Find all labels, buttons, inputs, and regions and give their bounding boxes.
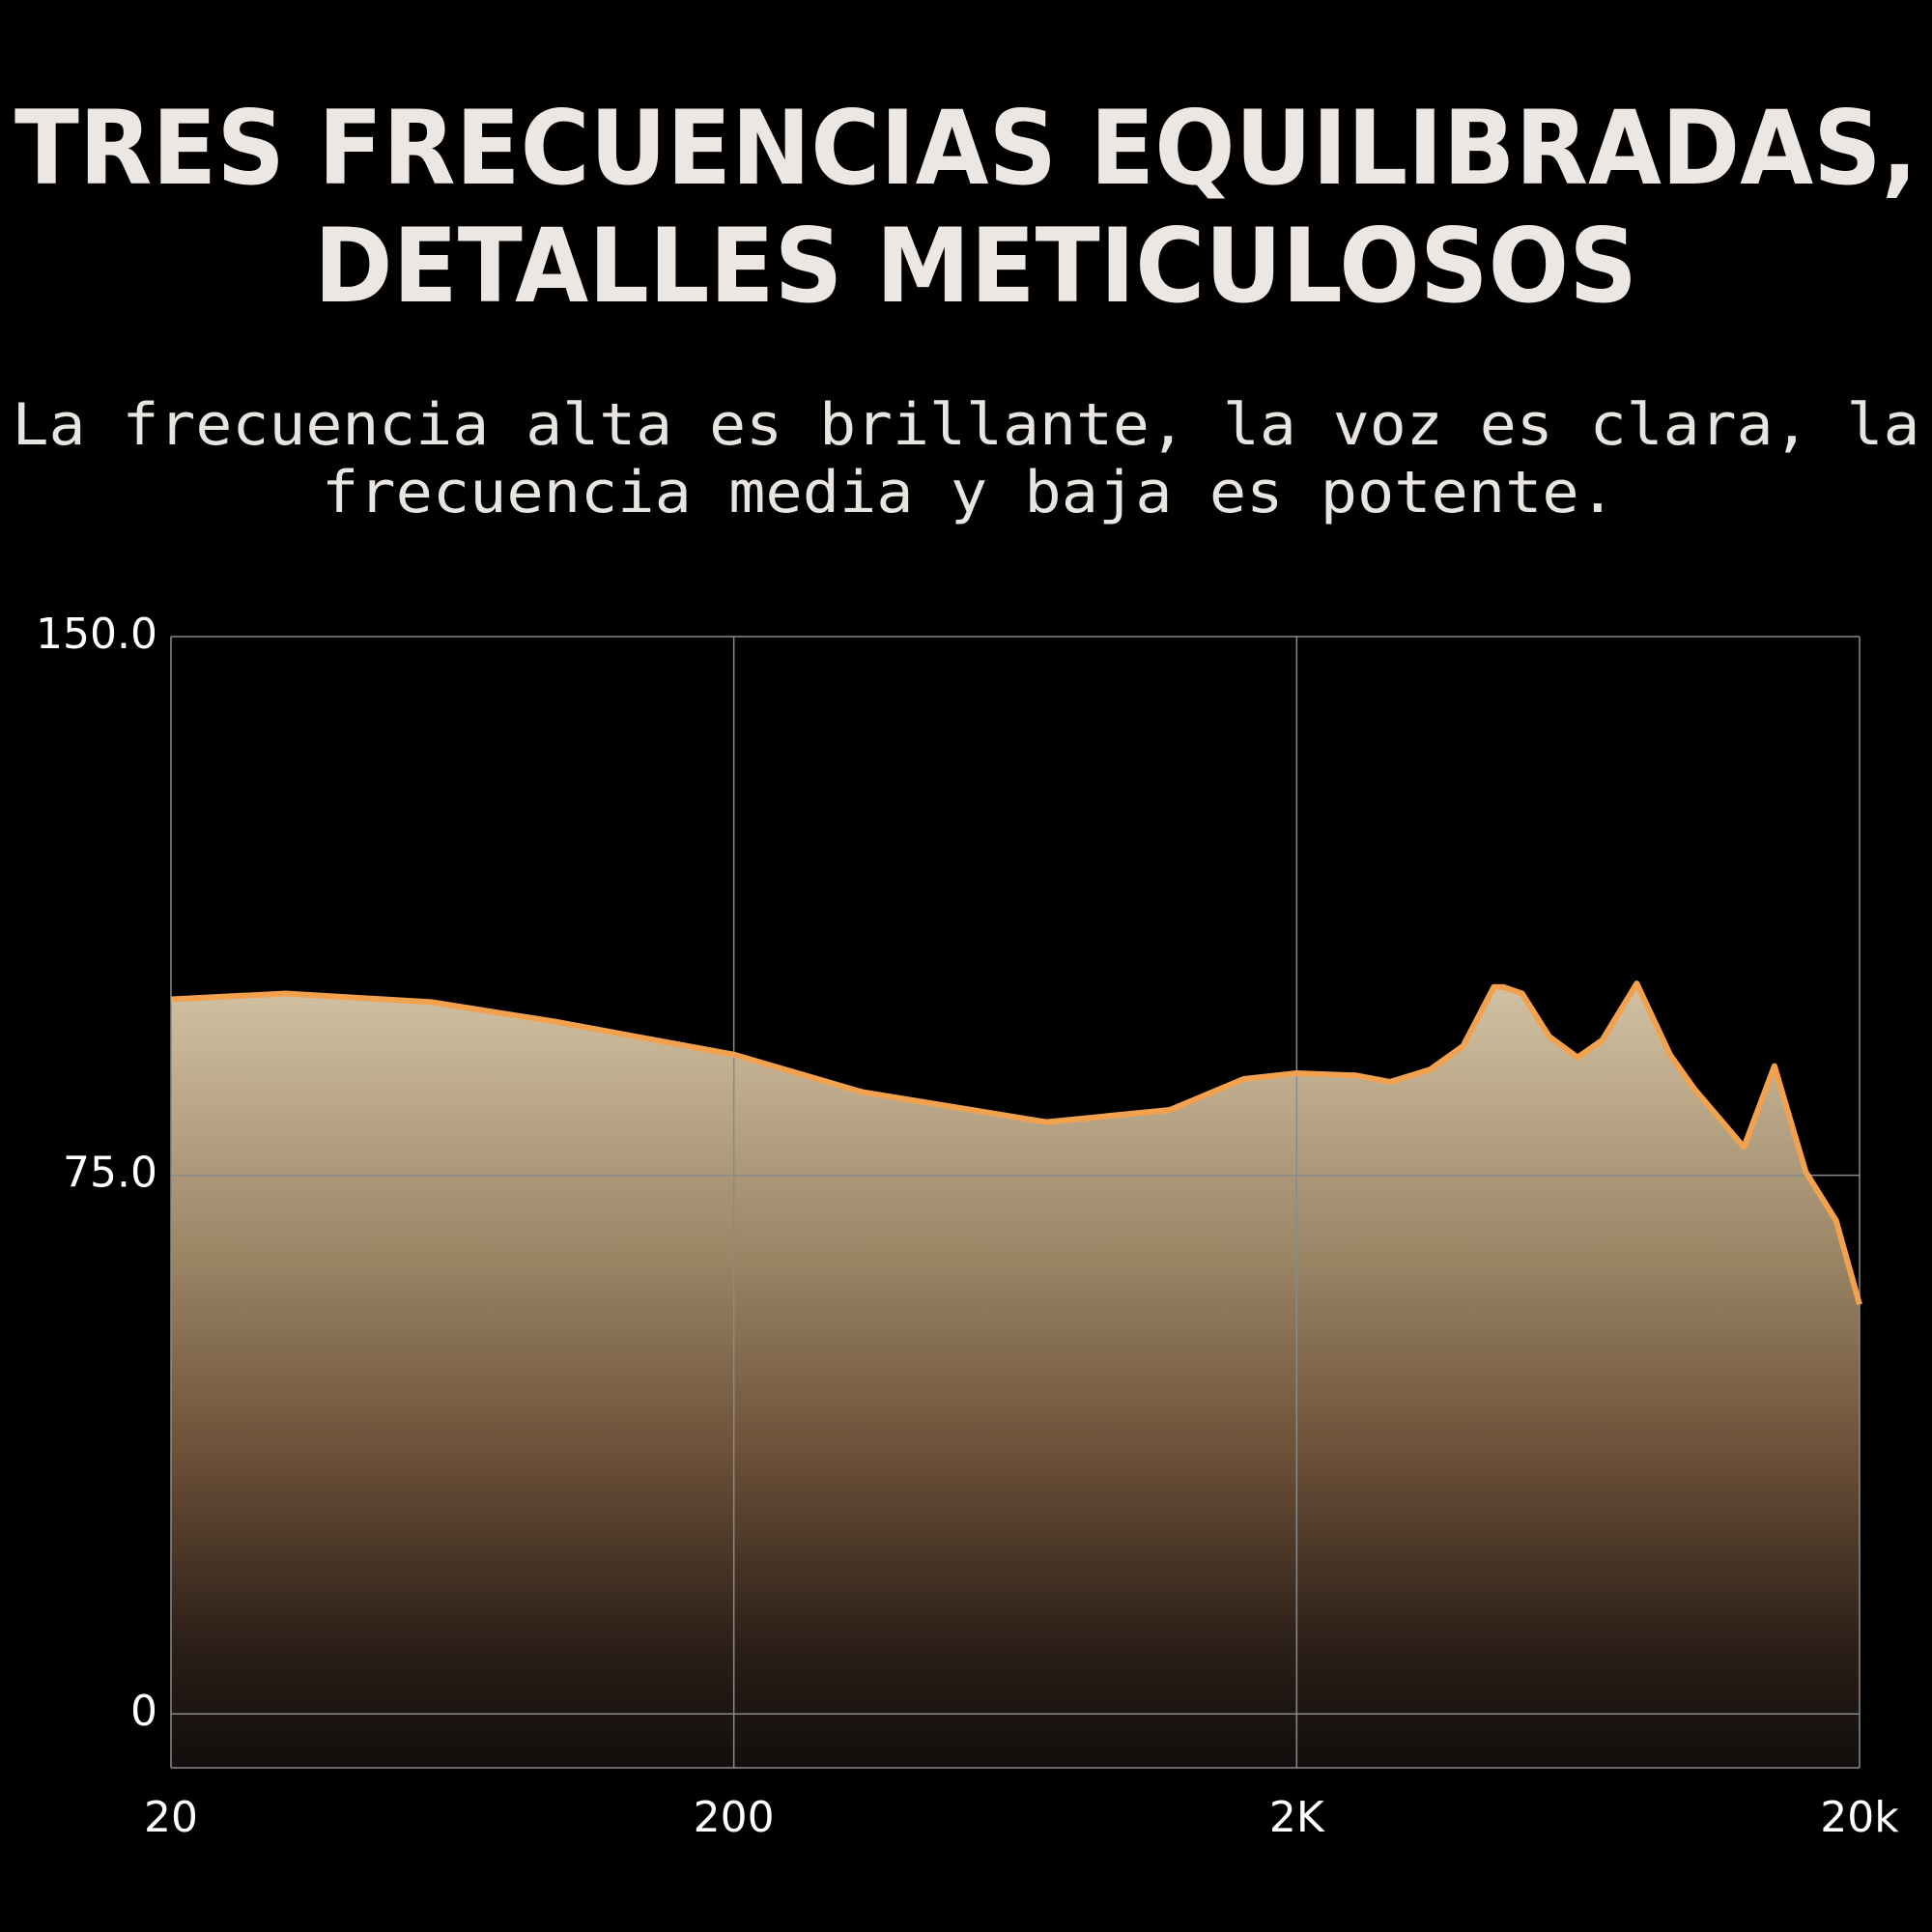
x-tick-label: 20k (1820, 1793, 1899, 1842)
x-tick-label: 20 (144, 1793, 198, 1842)
y-tick-label: 0 (130, 1687, 157, 1736)
line (170, 980, 1862, 1306)
chart-title: TRES FRECUENCIAS EQUILIBRADAS, (14, 89, 1918, 208)
x-tick-label: 2K (1269, 1793, 1325, 1842)
chart-subtitle: La frecuencia alta es brillante, la voz … (13, 391, 1920, 459)
y-tick-label: 75.0 (63, 1149, 157, 1198)
chart-title: DETALLES METICULOSOS (314, 207, 1637, 326)
chart-subtitle: frecuencia media y baja es potente. (322, 459, 1616, 526)
y-tick-label: 150.0 (36, 610, 157, 659)
area-fill (171, 983, 1860, 1768)
plot-area: 0 75.0 150.0 20 200 2K 20k (36, 610, 1899, 1842)
x-tick-label: 200 (694, 1793, 775, 1842)
